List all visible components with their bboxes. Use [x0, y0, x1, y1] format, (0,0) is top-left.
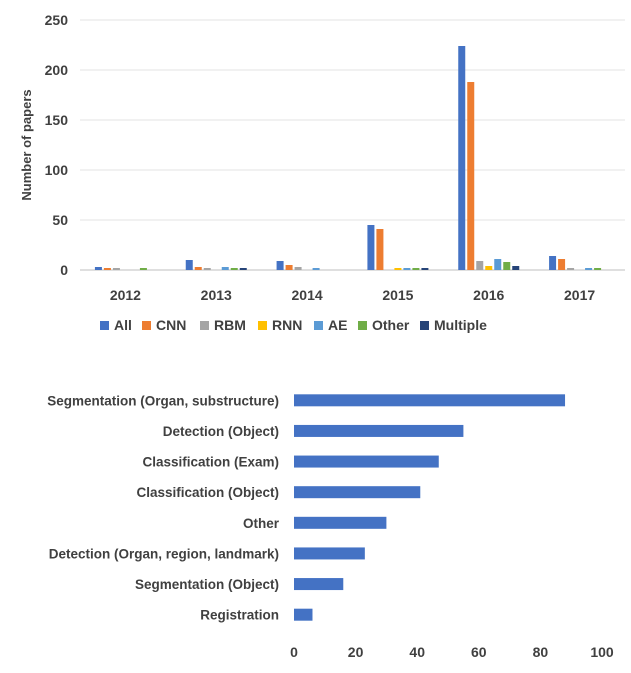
bar-multiple-2016	[512, 266, 520, 270]
bar-other-2013	[230, 268, 238, 270]
bar-multiple-2013	[239, 268, 247, 270]
y-tick-label: 50	[52, 212, 68, 228]
bar-multiple-2015	[421, 268, 429, 270]
bar-ae-2017	[585, 268, 593, 270]
papers-by-year-chart: 0 50 100 150 200 250 Number of papers 2012 2013 2…	[19, 12, 625, 333]
bar-task	[294, 516, 387, 529]
bar-rnn-2015	[394, 268, 402, 270]
bar-rnn-2016	[485, 266, 493, 270]
y-tick-label: 100	[45, 162, 69, 178]
bar-cnn-2014	[285, 265, 293, 270]
bar-cnn-2012	[103, 268, 111, 270]
bar-ae-2013	[221, 267, 229, 270]
x-tick-label: 2014	[292, 287, 323, 303]
x-tick-label: 40	[409, 644, 425, 660]
y-category-label: Classification (Exam)	[142, 455, 279, 470]
y-tick-label: 250	[45, 12, 69, 28]
legend-swatch-all	[100, 321, 109, 330]
y-tick-label: 150	[45, 112, 69, 128]
bar-all-2017	[549, 256, 557, 270]
y-category-label: Segmentation (Organ, substructure)	[47, 393, 279, 408]
x-tick-label: 0	[290, 644, 298, 660]
legend-swatch-ae	[314, 321, 323, 330]
x-tick-label: 2016	[473, 287, 504, 303]
y-tick-label: 200	[45, 62, 69, 78]
y-category-label: Classification (Object)	[136, 485, 279, 500]
x-tick-label: 2012	[110, 287, 141, 303]
y-category-label: Detection (Object)	[163, 424, 279, 439]
y-category-label: Detection (Organ, region, landmark)	[49, 546, 279, 561]
y-axis-title: Number of papers	[19, 89, 34, 200]
bar-all-2015	[367, 225, 375, 270]
x-tick-label: 20	[348, 644, 364, 660]
x-tick-label: 2017	[564, 287, 595, 303]
bar-rbm-2016	[476, 261, 484, 270]
bar-all-2013	[185, 260, 193, 270]
y-category-label: Registration	[200, 608, 279, 623]
bar-task	[294, 547, 365, 560]
legend-label: RBM	[214, 317, 246, 333]
bar-other-2017	[594, 268, 602, 270]
legend-swatch-other	[358, 321, 367, 330]
legend-label: Multiple	[434, 317, 487, 333]
bar-task	[294, 424, 464, 437]
bar-rbm-2014	[294, 267, 302, 270]
bar-ae-2015	[403, 268, 411, 270]
legend-label: RNN	[272, 317, 302, 333]
x-tick-label: 80	[533, 644, 549, 660]
bar-cnn-2016	[467, 82, 475, 270]
bar-rbm-2012	[112, 268, 120, 270]
bar-all-2014	[276, 261, 284, 270]
bar-all-2016	[458, 46, 466, 270]
bar-all-2012	[94, 267, 102, 270]
legend-swatch-rbm	[200, 321, 209, 330]
bar-task	[294, 394, 566, 407]
legend-swatch-cnn	[142, 321, 151, 330]
legend-swatch-multiple	[420, 321, 429, 330]
y-tick-label: 0	[60, 262, 68, 278]
y-category-label: Other	[243, 516, 280, 531]
y-category-label: Segmentation (Object)	[135, 577, 279, 592]
legend-label: All	[114, 317, 132, 333]
bar-other-2016	[503, 262, 511, 270]
bar-ae-2016	[494, 259, 502, 270]
bar-cnn-2015	[376, 229, 384, 270]
papers-by-task-chart: Segmentation (Organ, substructure) Detect…	[47, 393, 614, 660]
bar-task	[294, 578, 344, 591]
x-tick-label: 100	[590, 644, 614, 660]
x-tick-label: 60	[471, 644, 487, 660]
bar-task	[294, 455, 439, 468]
bar-rbm-2017	[567, 268, 575, 270]
bar-other-2015	[412, 268, 420, 270]
bar-ae-2014	[312, 268, 320, 270]
bar-task	[294, 486, 421, 499]
legend-swatch-rnn	[258, 321, 267, 330]
bar-cnn-2017	[558, 259, 566, 270]
bar-other-2012	[139, 268, 147, 270]
legend-label: AE	[328, 317, 347, 333]
x-tick-label: 2013	[201, 287, 232, 303]
bar-rbm-2013	[203, 268, 211, 270]
bar-task	[294, 608, 313, 621]
bar-cnn-2013	[194, 267, 202, 270]
x-tick-label: 2015	[382, 287, 413, 303]
legend-label: Other	[372, 317, 410, 333]
legend-label: CNN	[156, 317, 186, 333]
